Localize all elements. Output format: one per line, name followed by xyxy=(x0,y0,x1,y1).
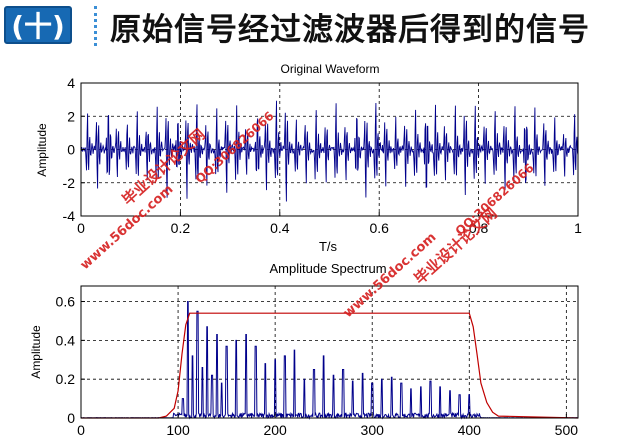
waveform-chart: Original Waveform 0 0.2 0.4 0.6 0.8 1-4-2024 … xyxy=(35,62,582,254)
c2-x-tick-label: 0 xyxy=(77,422,85,438)
c1-y-tick-label: -2 xyxy=(63,175,76,191)
c2-x-tick-label: 500 xyxy=(555,422,579,438)
c1-y-tick-label: 2 xyxy=(67,108,75,124)
spectrum-line xyxy=(80,301,578,420)
c2-x-tick-label: 400 xyxy=(458,422,482,438)
spectrum-axes-box xyxy=(80,285,579,419)
waveform-series xyxy=(80,100,579,202)
c2-x-tick-label: 100 xyxy=(166,422,190,438)
c2-x-tick-label: 300 xyxy=(361,422,385,438)
c1-x-tick-label: 0.4 xyxy=(270,220,290,236)
spectrum-chart: Amplitude Spectrum 0 100 200 300 400 50000.20… xyxy=(29,261,579,438)
c2-y-tick-label: 0.2 xyxy=(56,371,76,387)
filter-response-line xyxy=(81,312,579,419)
spectrum-series xyxy=(80,301,579,420)
c1-y-tick-label: -4 xyxy=(63,208,76,224)
dotted-divider xyxy=(94,6,97,46)
c1-x-tick-label: 0 xyxy=(77,220,85,236)
waveform-ticks: 0 0.2 0.4 0.6 0.8 1 -4 -2 0 2 4 xyxy=(63,75,583,236)
waveform-y-label: Amplitude xyxy=(35,123,49,177)
waveform-line xyxy=(80,100,579,202)
spectrum-grid xyxy=(81,286,578,418)
section-badge: (十) xyxy=(4,6,72,44)
c1-y-tick-label: 4 xyxy=(67,75,75,91)
c1-x-tick-label: 0.2 xyxy=(171,220,191,236)
c2-x-tick-label: 200 xyxy=(263,422,287,438)
waveform-title: Original Waveform xyxy=(281,62,380,76)
c1-x-tick-label: 0.6 xyxy=(369,220,389,236)
spectrum-y-label: Amplitude xyxy=(29,325,43,379)
c2-y-tick-label: 0.6 xyxy=(56,294,76,310)
page-title: 原始信号经过滤波器后得到的信号 xyxy=(110,12,590,48)
c1-x-tick-label: 1 xyxy=(574,220,582,236)
spectrum-title: Amplitude Spectrum xyxy=(269,261,386,276)
c1-x-tick-label: 0.8 xyxy=(469,220,489,236)
c2-y-tick-label: 0 xyxy=(67,410,75,426)
spectrum-ticks: 0 100 200 300 400 500 0 0.2 0.4 0.6 xyxy=(56,294,579,438)
c2-y-tick-label: 0.4 xyxy=(56,332,76,348)
c1-y-tick-label: 0 xyxy=(67,142,75,158)
waveform-x-label: T/s xyxy=(319,239,338,254)
header: (十) 原始信号经过滤波器后得到的信号 xyxy=(0,0,642,52)
